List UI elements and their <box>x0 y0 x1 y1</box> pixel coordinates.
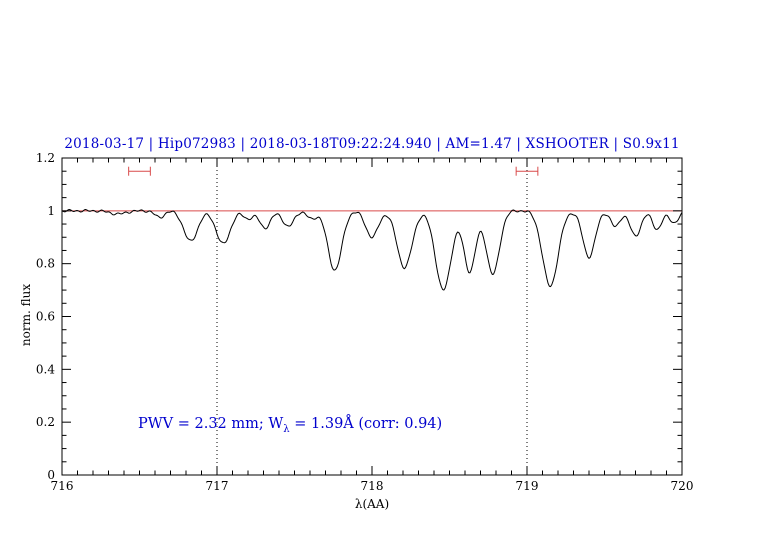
pwv-annotation: PWV = 2.32 mm; Wλ = 1.39Å (corr: 0.94) <box>138 416 442 435</box>
plot-title: 2018-03-17 | Hip072983 | 2018-03-18T09:2… <box>64 136 680 152</box>
pwv-annotation-prefix: PWV = 2.32 mm; W <box>138 416 284 432</box>
x-tick-label: 716 <box>51 479 74 493</box>
pwv-annotation-suffix: = 1.39Å (corr: 0.94) <box>289 416 443 432</box>
y-axis-label: norm. flux <box>19 283 33 347</box>
chart-layer: 716 717 718 719 720 0 0.2 0.4 0.6 0.8 1 1.2 <box>36 151 694 493</box>
y-tick-label: 1 <box>47 204 55 218</box>
spectrum-line <box>61 208 683 291</box>
y-tick-label: 0.4 <box>36 362 55 376</box>
y-tick-label: 0 <box>47 468 55 482</box>
x-tick-label: 717 <box>206 479 229 493</box>
x-tick-label: 719 <box>516 479 539 493</box>
y-tick-label: 1.2 <box>36 151 55 165</box>
x-tick-label: 718 <box>361 479 384 493</box>
x-axis-label: λ(AA) <box>354 497 390 511</box>
pwv-annotation-subscript: λ <box>283 423 290 435</box>
x-tick-label: 720 <box>671 479 694 493</box>
y-tick-label: 0.2 <box>36 415 55 429</box>
y-tick-label: 0.6 <box>36 310 55 324</box>
y-tick-label: 0.8 <box>36 257 55 271</box>
